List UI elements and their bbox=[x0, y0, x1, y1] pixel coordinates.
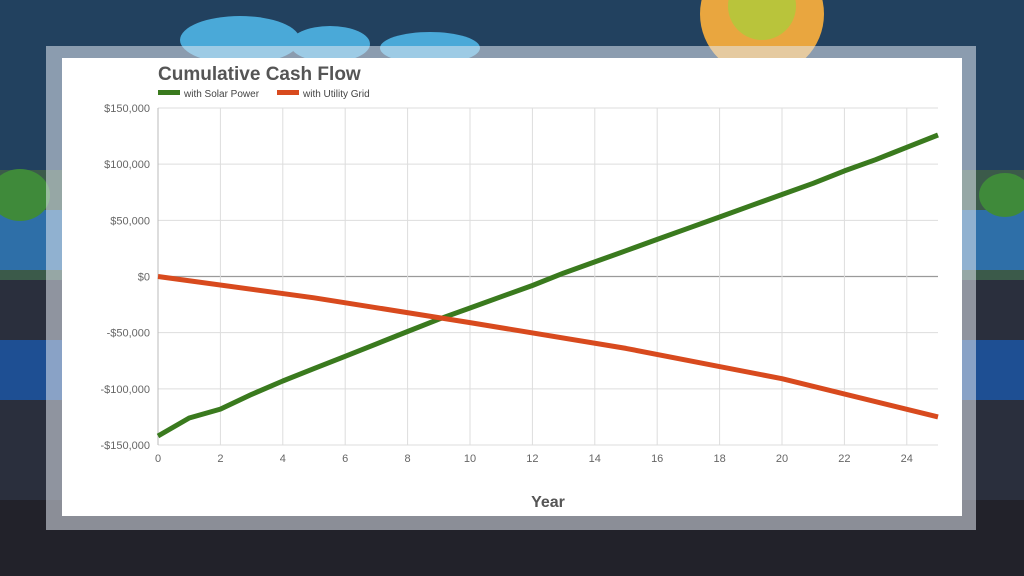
y-tick-label: -$100,000 bbox=[100, 384, 150, 396]
x-tick-label: 10 bbox=[464, 453, 476, 465]
y-tick-label: -$50,000 bbox=[107, 328, 150, 340]
x-axis-title: Year bbox=[531, 494, 565, 511]
series-line-solar bbox=[156, 132, 939, 439]
y-tick-label: $150,000 bbox=[104, 103, 150, 115]
legend-swatch-utility bbox=[277, 90, 299, 95]
x-tick-label: 8 bbox=[405, 453, 411, 465]
x-tick-label: 14 bbox=[589, 453, 601, 465]
y-axis-ticks: $150,000 $100,000 $50,000 $0 -$50,000 -$100,0… bbox=[100, 103, 150, 452]
y-tick-label: $100,000 bbox=[104, 159, 150, 171]
x-tick-label: 4 bbox=[280, 453, 286, 465]
y-tick-label: $0 bbox=[138, 272, 150, 284]
x-tick-label: 0 bbox=[155, 453, 161, 465]
y-tick-label: -$150,000 bbox=[100, 440, 150, 452]
x-tick-label: 2 bbox=[217, 453, 223, 465]
legend-label-utility: with Utility Grid bbox=[302, 89, 370, 100]
legend-label-solar: with Solar Power bbox=[183, 89, 260, 100]
series-lines bbox=[156, 132, 939, 439]
x-tick-label: 6 bbox=[342, 453, 348, 465]
x-tick-label: 16 bbox=[651, 453, 663, 465]
legend: with Solar Power with Utility Grid bbox=[158, 89, 370, 100]
gridlines bbox=[157, 107, 938, 446]
x-tick-label: 20 bbox=[776, 453, 788, 465]
x-tick-label: 18 bbox=[713, 453, 725, 465]
x-axis-ticks: 0 2 4 6 8 10 12 14 16 18 20 22 24 bbox=[155, 453, 913, 465]
x-tick-label: 24 bbox=[901, 453, 913, 465]
chart-title: Cumulative Cash Flow bbox=[158, 64, 361, 85]
x-tick-label: 22 bbox=[838, 453, 850, 465]
legend-swatch-solar bbox=[158, 90, 180, 95]
y-tick-label: $50,000 bbox=[110, 215, 150, 227]
series-line-utility bbox=[157, 274, 939, 420]
cash-flow-chart: Cumulative Cash Flow with Solar Power wi… bbox=[100, 64, 939, 511]
x-tick-label: 12 bbox=[526, 453, 538, 465]
chart-card: Cumulative Cash Flow with Solar Power wi… bbox=[62, 58, 962, 516]
